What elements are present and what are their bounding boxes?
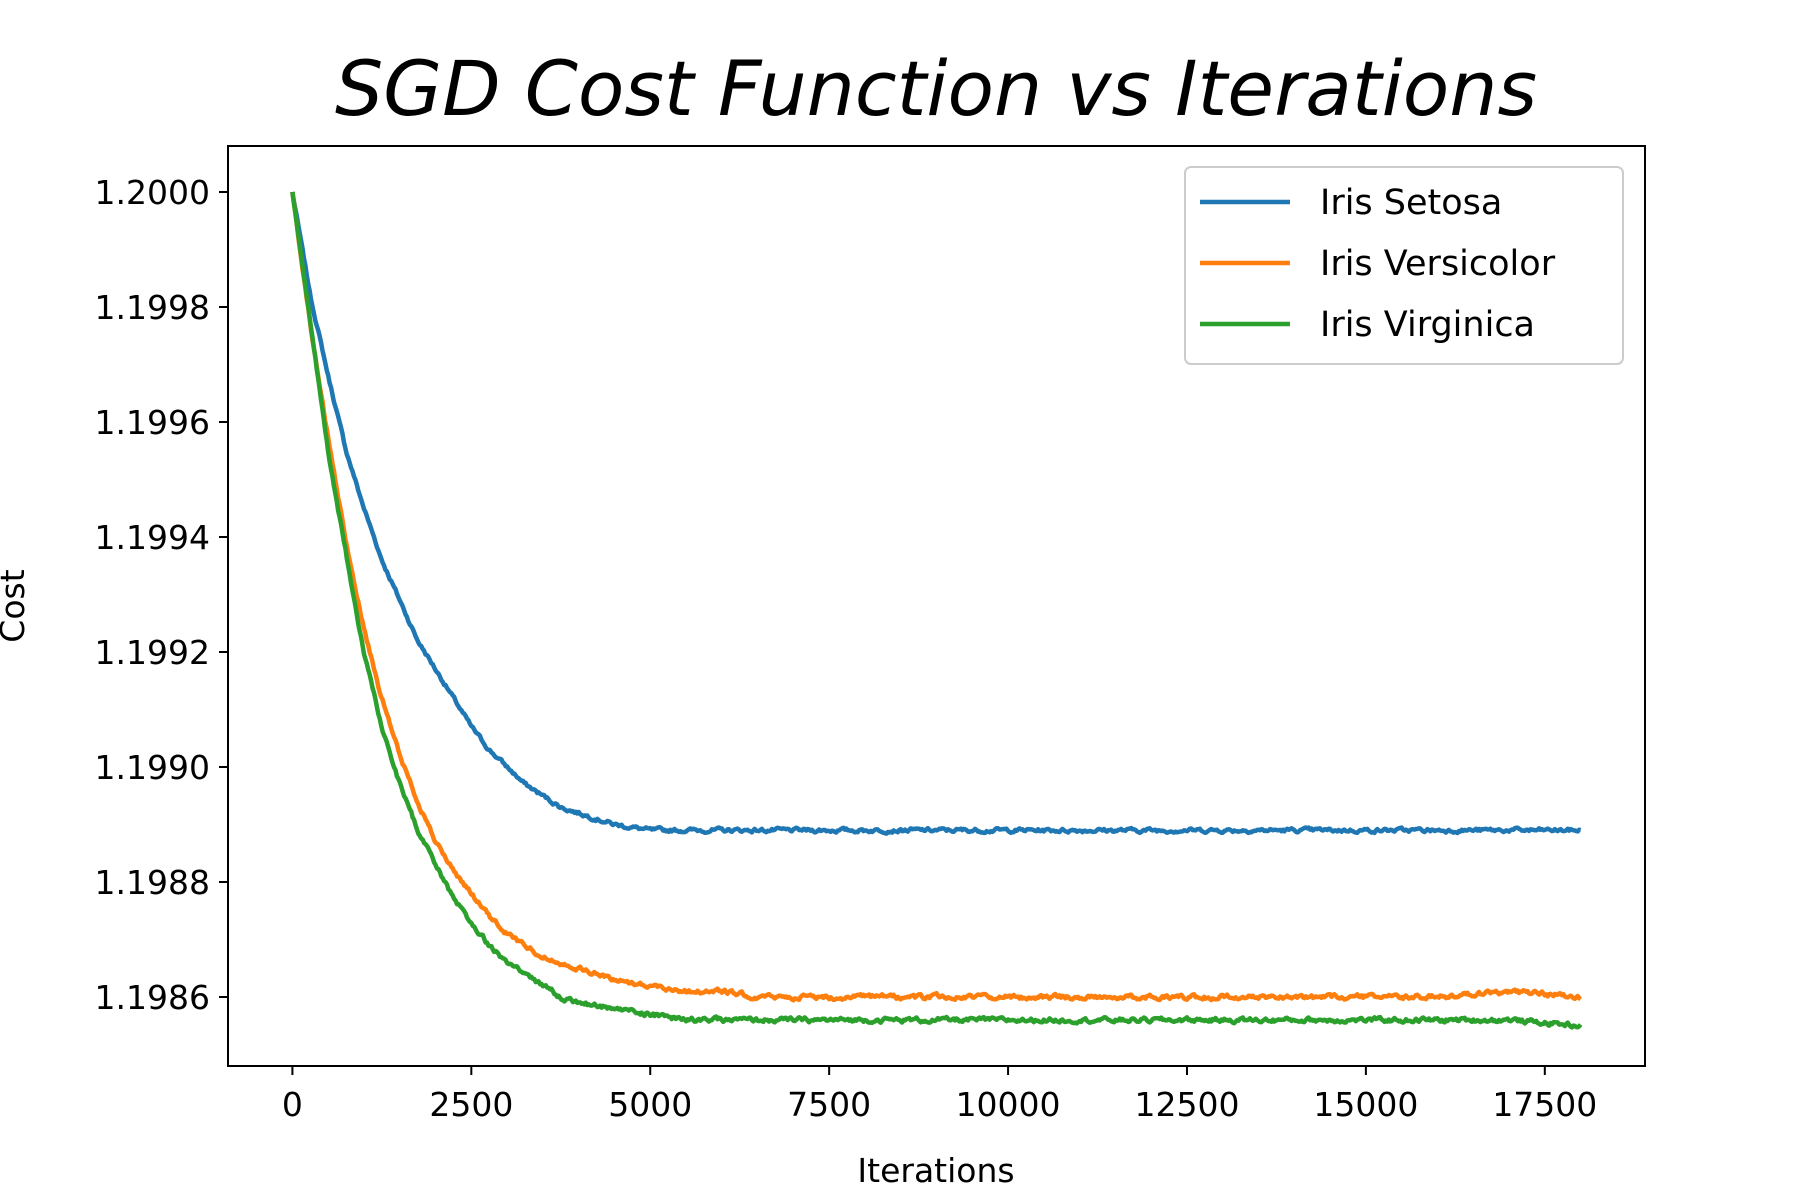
x-axis: 0 2500 5000 7500 10000 12500 15000 17500	[282, 1066, 1597, 1124]
x-tick-label: 7500	[787, 1085, 871, 1124]
plot-area	[227, 145, 1646, 1067]
x-tick-label: 12500	[1134, 1085, 1239, 1124]
legend: Iris Setosa Iris Versicolor Iris Virgini…	[1184, 166, 1624, 365]
x-tick-label: 10000	[956, 1085, 1061, 1124]
legend-label-setosa: Iris Setosa	[1320, 183, 1502, 223]
legend-label-virginica: Iris Virginica	[1320, 305, 1535, 345]
y-axis-label: Cost	[0, 569, 32, 642]
y-tick-label: 1.1986	[95, 978, 210, 1017]
y-tick-label: 1.1998	[95, 288, 210, 327]
x-tick-label: 17500	[1492, 1085, 1597, 1124]
x-tick-label: 5000	[608, 1085, 692, 1124]
series-line-iris-setosa	[290, 191, 1582, 836]
y-tick-label: 1.1994	[95, 518, 210, 557]
y-tick-label: 1.1992	[95, 633, 210, 672]
legend-box	[1184, 166, 1624, 365]
y-tick-label: 1.1988	[95, 863, 210, 902]
x-axis-label: Iterations	[857, 1151, 1014, 1190]
legend-label-versicolor: Iris Versicolor	[1320, 244, 1556, 284]
y-axis: 1.1986 1.1988 1.1990 1.1992 1.1994 1.1996 1.19…	[95, 173, 228, 1017]
series-line-iris-virginica	[290, 191, 1583, 1030]
y-tick-label: 1.1990	[95, 748, 210, 787]
series-group	[290, 191, 1583, 1030]
x-tick-label: 0	[282, 1085, 303, 1124]
y-tick-label: 1.2000	[95, 173, 210, 212]
y-tick-label: 1.1996	[95, 403, 210, 442]
plot-frame	[227, 145, 1646, 1067]
x-tick-label: 15000	[1313, 1085, 1418, 1124]
chart-title: SGD Cost Function vs Iterations	[335, 44, 1537, 133]
series-line-iris-versicolor	[290, 191, 1582, 1003]
x-tick-label: 2500	[429, 1085, 513, 1124]
